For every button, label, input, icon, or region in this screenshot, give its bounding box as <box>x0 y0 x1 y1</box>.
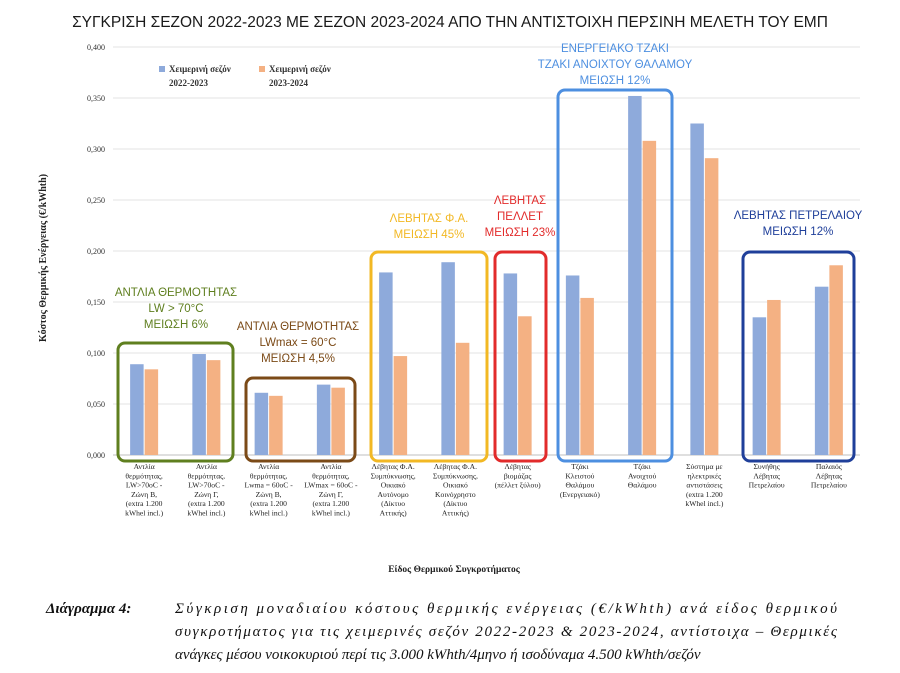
bar-series-2 <box>144 369 159 455</box>
y-tick-label: 0,100 <box>87 349 105 358</box>
bar-series-2 <box>580 297 594 455</box>
bar-series-1 <box>192 354 206 455</box>
y-tick-label: 0,150 <box>87 298 105 307</box>
category-label: Αντλία θερμότητας, LW>70oC -Ζώνη Β, (extra … <box>125 462 163 518</box>
y-axis-label-group: Κόστος Θερμικής Ενέργειας (€/kWhth) <box>37 174 49 342</box>
y-tick-label: 0,050 <box>87 400 105 409</box>
annotation-text: ΛΕΒΗΤΑΣ Φ.Α. ΜΕΙΩΣΗ 45% <box>390 213 469 241</box>
bar-series-1 <box>316 384 331 455</box>
bar-series-1 <box>565 275 580 455</box>
y-tick-label: 0,300 <box>87 145 105 154</box>
bar-series-1 <box>441 262 455 455</box>
bar-series-2 <box>393 356 408 455</box>
legend: Χειμερινή σεζόν 2022-2023 Χειμερινή σεζόν 2… <box>159 64 331 88</box>
bar-series-2 <box>829 265 843 455</box>
bar-series-1 <box>628 95 642 456</box>
category-label: Αντλία θερμότητας, LW>70oC -Ζώνη Γ, (extra … <box>187 462 225 518</box>
caption-line-3: ανάγκες μέσου νοικοκυριού περί τις 3.000… <box>175 647 701 663</box>
annotation-box <box>556 88 674 463</box>
category-label: Σύστημα με ηλεκτρικές αντιστάσεις (extra 1.… <box>685 462 723 508</box>
x-axis-label: Είδος Θερμικού Συγκροτήματος <box>388 563 521 575</box>
legend-swatch <box>159 66 165 72</box>
bar-series-1 <box>130 364 144 455</box>
legend-label: Χειμερινή σεζόν 2023-2024 <box>269 64 331 88</box>
y-tick-label: 0,000 <box>87 451 105 460</box>
bar-series-2 <box>455 342 470 455</box>
annotation-box <box>369 250 489 463</box>
category-label: Συνήθης Λέβητας Πετρελαίου <box>749 462 785 490</box>
bar-series-1 <box>503 273 518 455</box>
bar-series-2 <box>642 140 657 455</box>
category-label: Παλαιός Λέβητας Πετρελαίου <box>811 462 847 490</box>
category-label: Λέβητας Φ.Α. Συμπύκνωσης, Οικιακό Αυτόνομο(… <box>371 462 416 518</box>
annotation-box <box>741 250 856 463</box>
y-tick-label: 0,350 <box>87 94 105 103</box>
bar-series-2 <box>704 158 719 455</box>
legend-swatch <box>259 66 265 72</box>
category-label: Αντλία θερμότητας, Lwma = 60oC -Ζώνη Β, (ex… <box>244 462 293 518</box>
annotation-box <box>116 341 235 463</box>
category-label: Τζάκι Ανοιχτού Θαλάμου <box>628 462 657 490</box>
category-label: Λέβητας βιομάζας (πέλλετ ξύλου) <box>495 462 541 490</box>
annotation-box <box>244 376 357 463</box>
y-axis-label: Κόστος Θερμικής Ενέργειας (€/kWhth) <box>37 174 49 342</box>
caption-label: Διάγραμμα 4: <box>45 601 131 617</box>
legend-label: Χειμερινή σεζόν 2022-2023 <box>169 64 231 88</box>
bar-series-1 <box>379 272 393 455</box>
category-label: Τζάκι Κλειστού Θαλάμου (Ενεργειακό) <box>560 462 600 499</box>
category-label: Λέβητας Φ.Α. Συμπύκνωσης, Οικιακό Κοινόχρησ… <box>433 462 478 518</box>
annotation-text: ΑΝΤΛΙΑ ΘΕΡΜΟΤΗΤΑΣ LW > 70°C ΜΕΙΩΣΗ 6% <box>115 287 237 331</box>
annotation-text: ΛΕΒΗΤΑΣ ΠΕΛΛΕΤ ΜΕΙΩΣΗ 23% <box>485 195 556 239</box>
annotation-text: ΕΝΕΡΓΕΙΑΚΟ ΤΖΑΚΙ ΤΖΑΚΙ ΑΝΟΙΧΤΟΥ ΘΑΛΑΜΟΥ ΜΕ… <box>538 43 693 87</box>
chart-title: ΣΥΓΚΡΙΣΗ ΣΕΖΟΝ 2022-2023 ΜΕ ΣΕΖΟΝ 2023-2… <box>72 14 828 31</box>
bar-series-2 <box>331 387 345 455</box>
y-tick-label: 0,200 <box>87 247 105 256</box>
category-label: Αντλία θερμότητας, LWmax = 60oC -Ζώνη Γ, (e… <box>304 462 358 518</box>
caption-line-2: συγκροτήματος για τις χειμερινές σεζόν 2… <box>175 624 838 640</box>
y-tick-label: 0,250 <box>87 196 105 205</box>
y-axis-ticks: 0,000 0,050 0,100 0,150 0,200 0,250 0,300 0,350… <box>87 43 105 460</box>
annotation-text: ΑΝΤΛΙΑ ΘΕΡΜΟΤΗΤΑΣ LWmax = 60°C ΜΕΙΩΣΗ 4,5% <box>237 321 359 365</box>
bar-series-2 <box>518 316 532 455</box>
bar-series-1 <box>690 123 704 455</box>
y-tick-label: 0,400 <box>87 43 105 52</box>
bar-series-1 <box>752 317 767 455</box>
bar-series-2 <box>767 299 781 455</box>
category-labels: Αντλία θερμότητας, LW>70oC -Ζώνη Β, (extra … <box>125 462 847 518</box>
bar-series-1 <box>814 286 829 455</box>
annotation-box <box>493 250 548 463</box>
bars <box>130 95 843 456</box>
bar-series-1 <box>254 392 269 455</box>
caption-line-1: Σύγκριση μοναδιαίου κόστους θερμικής ενέ… <box>174 601 837 617</box>
annotation-text: ΛΕΒΗΤΑΣ ΠΕΤΡΕΛΑΙΟΥ ΜΕΙΩΣΗ 12% <box>734 210 863 238</box>
bar-series-2 <box>269 395 283 455</box>
annotations: ΑΝΤΛΙΑ ΘΕΡΜΟΤΗΤΑΣ LW > 70°C ΜΕΙΩΣΗ 6% ΑΝΤΛΙ… <box>115 43 863 463</box>
bar-series-2 <box>206 360 221 455</box>
